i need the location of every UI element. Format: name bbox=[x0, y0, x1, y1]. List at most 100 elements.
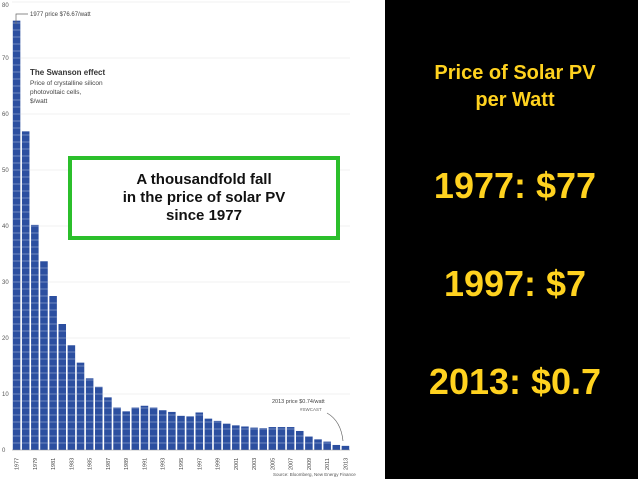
bar-fill bbox=[295, 430, 304, 450]
bar-fill bbox=[222, 423, 231, 450]
bar-1997 bbox=[195, 412, 204, 450]
x-tick-label: 1983 bbox=[69, 458, 75, 470]
chart-source: Source: Bloomberg, New Energy Finance bbox=[273, 472, 356, 477]
stat-2013: 2013: $0.7 bbox=[428, 361, 602, 402]
bar-1977 bbox=[12, 20, 21, 450]
bar-1984 bbox=[76, 362, 85, 450]
end-annotation-line-1: 2013 price $0.74/watt bbox=[272, 399, 325, 405]
bar-fill bbox=[195, 412, 204, 450]
bar-2007 bbox=[286, 427, 295, 450]
bar-2004 bbox=[259, 428, 267, 450]
bar-fill bbox=[76, 362, 85, 450]
x-tick-label: 1997 bbox=[197, 458, 203, 470]
bar-1986 bbox=[95, 386, 103, 450]
bar-1989 bbox=[122, 411, 130, 450]
bar-fill bbox=[277, 427, 286, 450]
bar-2005 bbox=[268, 427, 277, 450]
x-tick-label: 2005 bbox=[270, 458, 276, 470]
bar-fill bbox=[177, 415, 185, 450]
bar-1985 bbox=[85, 378, 94, 450]
chart-subtitle-line-3: $/watt bbox=[30, 98, 48, 105]
y-tick-label: 40 bbox=[2, 224, 9, 230]
y-tick-label: 80 bbox=[2, 3, 9, 9]
y-tick-label: 60 bbox=[2, 112, 9, 118]
bar-2006 bbox=[277, 427, 286, 450]
bar-fill bbox=[250, 427, 258, 450]
price-heading: Price of Solar PV per Watt bbox=[392, 60, 638, 114]
bar-fill bbox=[341, 445, 350, 450]
bar-1987 bbox=[104, 397, 112, 450]
callout-line-2: in the price of solar PV bbox=[122, 189, 286, 206]
x-tick-label: 1993 bbox=[161, 458, 167, 470]
bar-fill bbox=[168, 411, 176, 450]
x-tick-label: 1987 bbox=[106, 458, 112, 470]
price-heading-line-1: Price of Solar PV bbox=[434, 62, 596, 84]
bar-1982 bbox=[58, 324, 67, 450]
bar-2009 bbox=[305, 436, 313, 450]
bar-2011 bbox=[323, 441, 331, 450]
chart-subtitle-line-2: photovoltaic cells, bbox=[30, 89, 81, 96]
bar-fill bbox=[122, 411, 130, 450]
x-tick-label: 1985 bbox=[88, 458, 94, 470]
bar-1992 bbox=[149, 407, 158, 450]
y-tick-label: 30 bbox=[2, 280, 9, 286]
y-tick-label: 50 bbox=[2, 168, 9, 174]
bar-fill bbox=[204, 418, 213, 450]
y-tick-label: 20 bbox=[2, 336, 9, 342]
x-tick-label: 1981 bbox=[51, 458, 57, 470]
bar-fill bbox=[31, 224, 39, 450]
stat-1977: 1977: $77 bbox=[433, 165, 597, 206]
end-annotation-line-2: #SWCAST bbox=[300, 407, 322, 412]
bar-fill bbox=[314, 439, 322, 450]
bar-2012 bbox=[332, 444, 341, 450]
end-annotation-leader bbox=[326, 412, 344, 442]
bar-fill bbox=[268, 427, 277, 450]
bar-2010 bbox=[314, 439, 322, 450]
bar-1991 bbox=[140, 405, 149, 450]
bar-fill bbox=[85, 378, 94, 450]
bar-1983 bbox=[67, 345, 76, 450]
bar-fill bbox=[104, 397, 112, 450]
bar-2000 bbox=[222, 423, 231, 450]
stat-1997: 1997: $7 bbox=[443, 263, 587, 304]
x-tick-label: 1977 bbox=[15, 458, 21, 470]
y-tick-label: 70 bbox=[2, 56, 9, 62]
bar-fill bbox=[323, 441, 331, 450]
bar-fill bbox=[241, 426, 249, 450]
callout-line-3: since 1977 bbox=[166, 207, 242, 224]
bar-1979 bbox=[31, 224, 39, 450]
x-tick-label: 1989 bbox=[124, 458, 130, 470]
bar-2002 bbox=[241, 426, 249, 450]
bar-1995 bbox=[177, 415, 185, 450]
x-tick-label: 2001 bbox=[234, 458, 240, 470]
bar-fill bbox=[21, 131, 30, 451]
bar-2003 bbox=[250, 427, 258, 450]
bar-1990 bbox=[131, 407, 140, 450]
chart-subtitle-line-1: Price of crystalline silicon bbox=[30, 80, 103, 87]
swanson-chart: 0 10 20 30 40 50 60 70 80 1977 1979 1981 1983 1985 19… bbox=[2, 1, 356, 477]
x-tick-label: 1999 bbox=[216, 458, 222, 470]
bar-fill bbox=[286, 427, 295, 450]
bar-1981 bbox=[49, 296, 57, 450]
start-annotation: 1977 price $76.67/watt bbox=[30, 12, 91, 18]
x-tick-label: 2013 bbox=[343, 458, 349, 470]
x-tick-label: 2003 bbox=[252, 458, 258, 470]
callout-line-1: A thousandfold fall bbox=[136, 171, 272, 188]
bar-1996 bbox=[186, 416, 194, 450]
bar-2013 bbox=[341, 445, 350, 450]
bar-1988 bbox=[113, 407, 121, 450]
x-tick-label: 1995 bbox=[179, 458, 185, 470]
bar-fill bbox=[213, 420, 222, 450]
bar-fill bbox=[140, 405, 149, 450]
x-tick-label: 2009 bbox=[307, 458, 313, 470]
bar-1998 bbox=[204, 418, 213, 450]
bar-fill bbox=[67, 345, 76, 450]
bar-fill bbox=[40, 261, 48, 450]
bar-1999 bbox=[213, 420, 222, 450]
bar-1978 bbox=[21, 131, 30, 451]
x-tick-label: 2007 bbox=[289, 458, 295, 470]
bar-fill bbox=[332, 444, 341, 450]
bar-fill bbox=[95, 386, 103, 450]
x-tick-label: 1991 bbox=[142, 458, 148, 470]
